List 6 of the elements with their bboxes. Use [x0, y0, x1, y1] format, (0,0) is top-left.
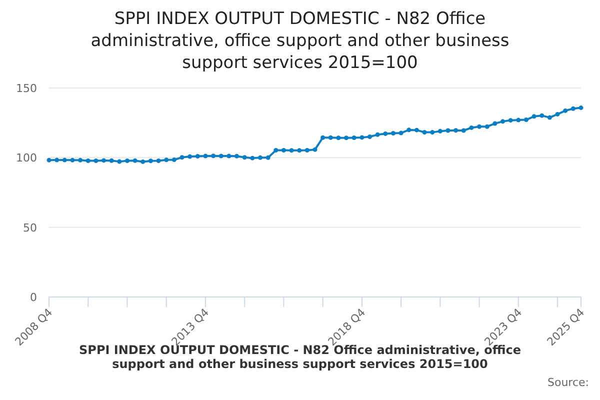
y-tick-label: 0: [30, 291, 37, 304]
source-note: Source:: [548, 376, 589, 389]
y-tick-label: 150: [16, 82, 37, 95]
y-tick-label: 100: [16, 152, 37, 165]
y-tick-label: 50: [23, 221, 37, 234]
chart-title: SPPI INDEX OUTPUT DOMESTIC - N82 Office administrative, office support and other business support services 2015=100: [90, 9, 510, 73]
